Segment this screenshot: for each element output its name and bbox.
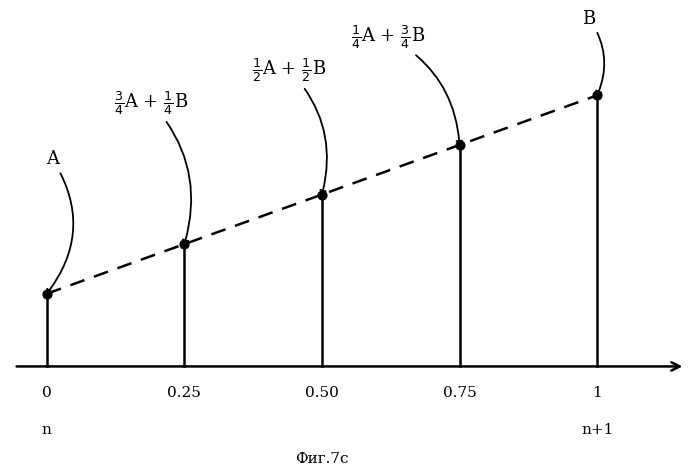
Point: [41, 290, 52, 297]
Text: A: A: [46, 150, 73, 292]
Point: [317, 191, 328, 198]
Text: Фиг.7с: Фиг.7с: [295, 452, 349, 466]
Text: n+1: n+1: [581, 422, 613, 437]
Text: $\frac{1}{4}$A + $\frac{3}{4}$B: $\frac{1}{4}$A + $\frac{3}{4}$B: [351, 23, 462, 141]
Text: $\frac{1}{2}$A + $\frac{1}{2}$B: $\frac{1}{2}$A + $\frac{1}{2}$B: [252, 56, 327, 191]
Point: [591, 92, 603, 99]
Text: $\frac{3}{4}$A + $\frac{1}{4}$B: $\frac{3}{4}$A + $\frac{1}{4}$B: [114, 89, 192, 241]
Point: [454, 141, 465, 149]
Text: 0.50: 0.50: [305, 386, 339, 400]
Text: n: n: [42, 422, 52, 437]
Text: B: B: [582, 9, 604, 93]
Point: [179, 240, 190, 248]
Text: 0.25: 0.25: [168, 386, 201, 400]
Text: 1: 1: [592, 386, 602, 400]
Text: 0.75: 0.75: [442, 386, 477, 400]
Text: 0: 0: [42, 386, 52, 400]
